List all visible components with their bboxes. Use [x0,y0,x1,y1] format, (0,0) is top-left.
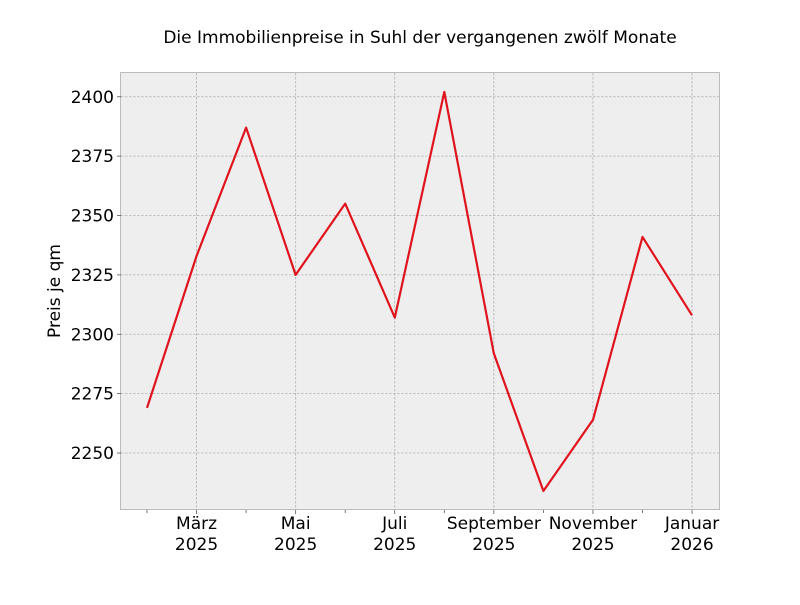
y-tick-label: 2275 [71,385,114,405]
y-tick-label: 2400 [71,88,114,108]
y-axis-label: Preis je qm [45,244,65,338]
grid [121,73,720,510]
x-tick-label-month: Juli [381,514,407,534]
x-tick-label-year: 2026 [670,535,713,555]
y-tick-label: 2300 [71,325,114,345]
x-tick-label-month: November [549,514,637,534]
y-tick-label: 2375 [71,147,114,167]
x-tick-label-month: Januar [664,514,719,534]
chart-title: Die Immobilienpreise in Suhl der vergang… [163,28,676,48]
x-tick-label-month: März [176,514,217,534]
x-tick-label-year: 2025 [373,535,416,555]
x-tick-label-month: Mai [281,514,311,534]
plot-area [120,72,720,510]
y-tick-label: 2250 [71,444,114,464]
y-tick-label: 2350 [71,207,114,227]
series-line [145,90,693,493]
series-layer [145,90,693,493]
x-tick-label-year: 2025 [175,535,218,555]
axis-ticks: 2250227523002325235023752400März2025Mai2… [71,88,720,555]
x-tick-label-year: 2025 [472,535,515,555]
x-tick-label-year: 2025 [571,535,614,555]
x-tick-label-year: 2025 [274,535,317,555]
y-tick-label: 2325 [71,266,114,286]
x-tick-label-month: September [447,514,541,534]
